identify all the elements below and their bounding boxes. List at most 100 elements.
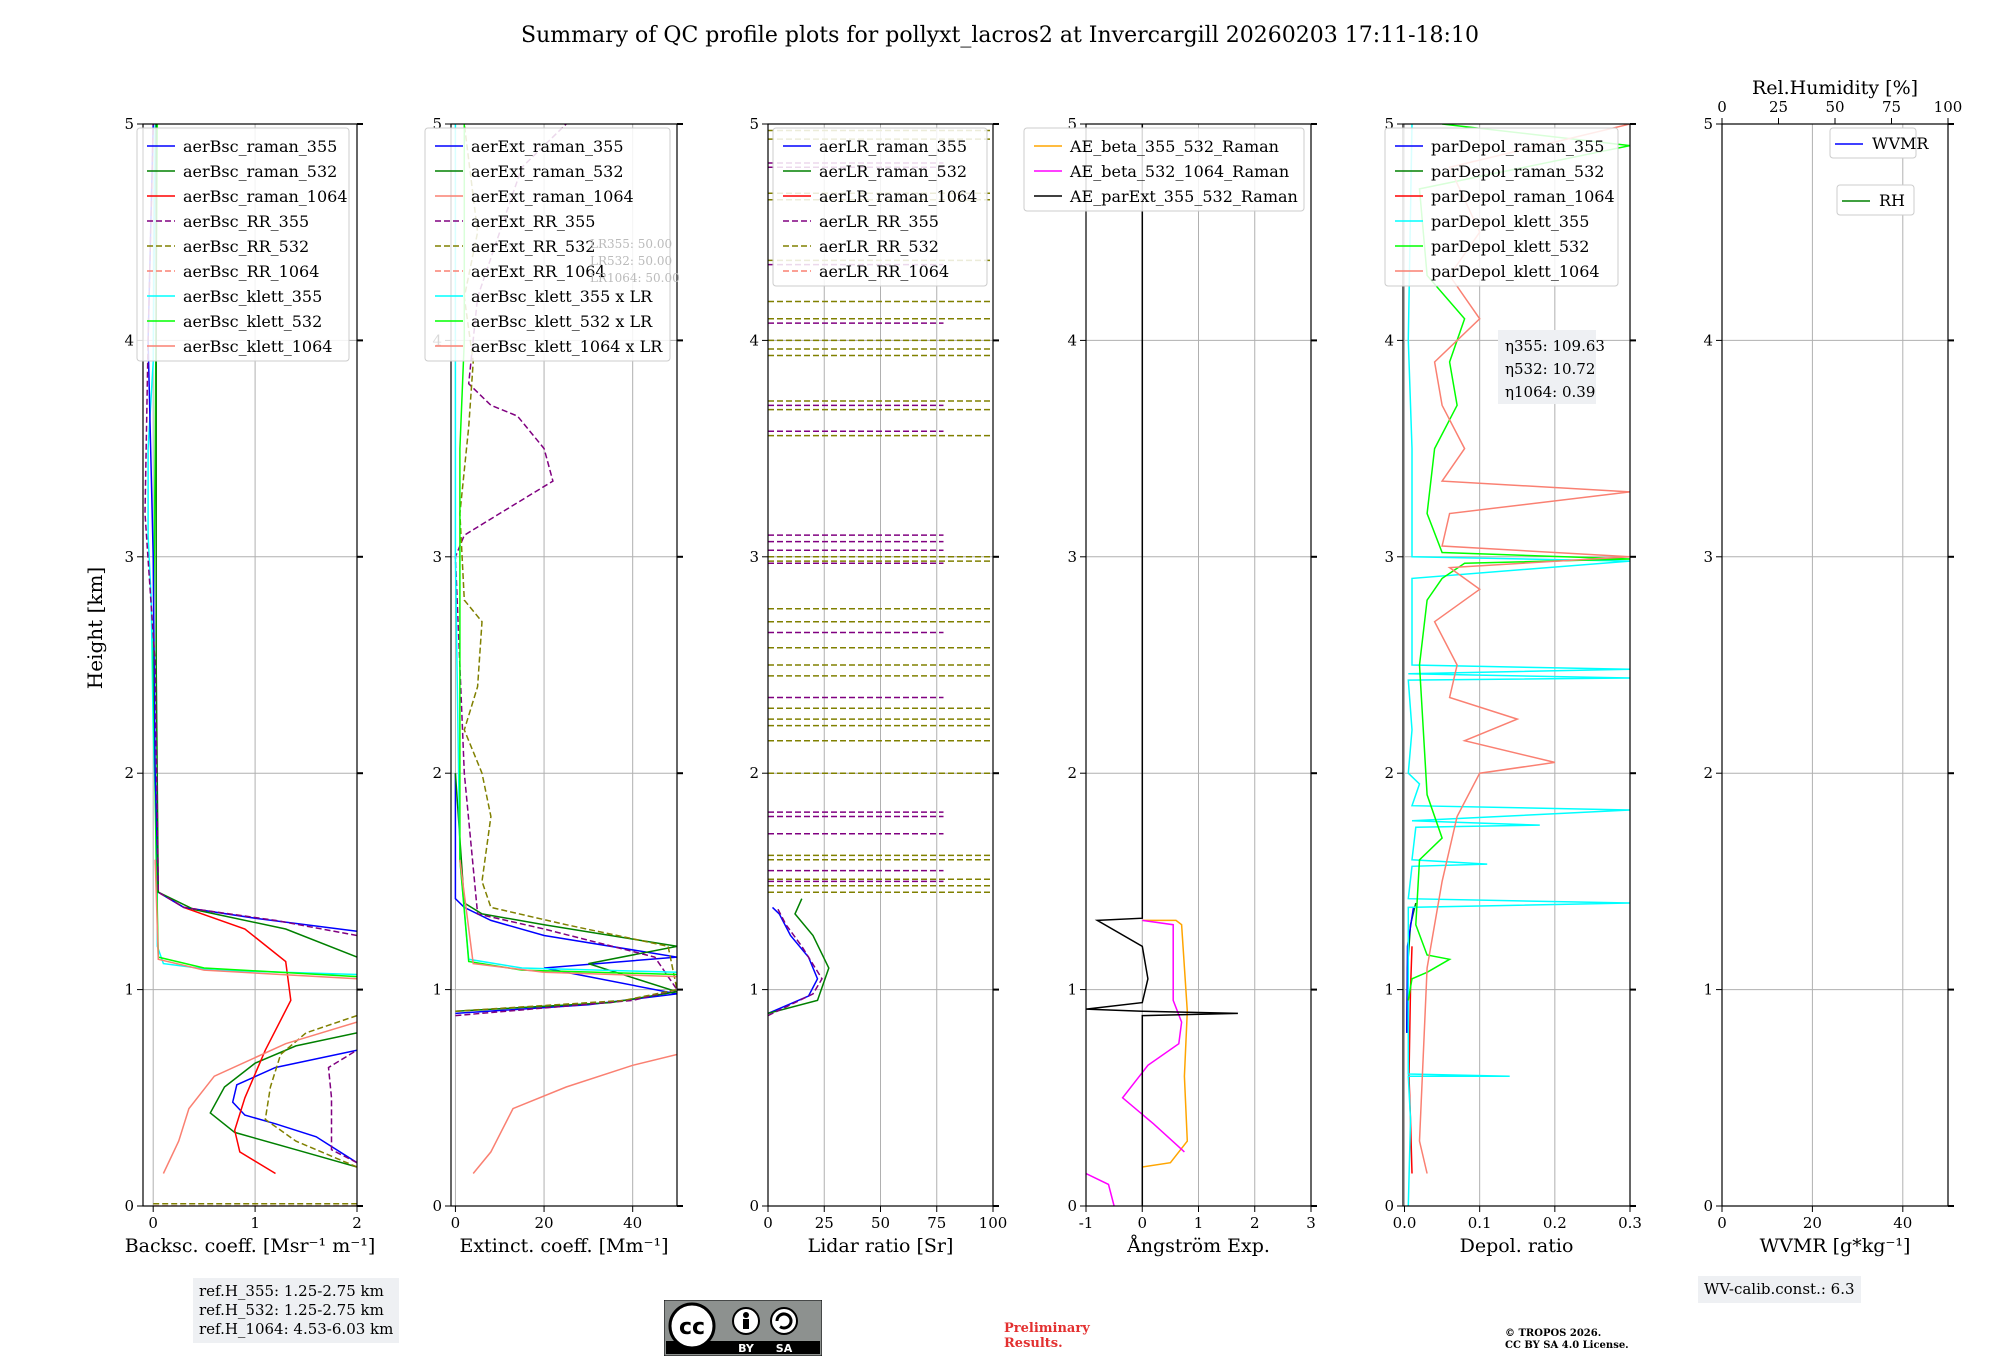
legend: parDepol_raman_355 parDepol_raman_532 parD… [1384, 127, 1619, 287]
panel-extinction: 02040012345Extinct. coeff. [Mm⁻¹]aerExt_… [424, 115, 683, 1257]
x-tick-label: 0.3 [1618, 1214, 1642, 1232]
legend-label: aerExt_raman_355 [471, 137, 624, 156]
x-axis-label: Extinct. coeff. [Mm⁻¹] [459, 1235, 668, 1257]
line-parDepol_klett_532 [1407, 124, 1630, 1001]
legend-label: aerExt_raman_532 [471, 162, 624, 181]
y-tick-label: 2 [1384, 764, 1394, 782]
top-x-tick-label: 50 [1825, 98, 1844, 116]
line-aerLR_RR_355 [768, 907, 823, 1017]
lr-label: LR532: 50.00 [590, 254, 672, 268]
line-aerBsc_klett_1064 x LR [472, 1053, 677, 1174]
axes-frame [142, 123, 358, 1207]
x-tick-label: 2 [352, 1214, 362, 1232]
x-tick-label: 100 [979, 1214, 1008, 1232]
y-tick-label: 3 [1384, 548, 1394, 566]
axes-frame [450, 123, 678, 1207]
copyright-line-2: CC BY SA 4.0 License. [1505, 1340, 1629, 1351]
y-tick-label: 5 [1703, 115, 1713, 133]
y-tick-label: 1 [432, 981, 442, 999]
legend: aerLR_raman_355 aerLR_raman_532 aerLR_rama… [772, 127, 988, 287]
y-tick-label: 5 [432, 115, 442, 133]
eta-box [1498, 330, 1596, 404]
panel-wv: 0 20 40 0 1 2 3 4 5 WVMR [g*kg⁻¹] 0 25 50 75 100 Rel.Hu… [1703, 77, 1962, 1257]
legend-label: RH [1879, 191, 1905, 210]
x-tick-label: 50 [871, 1214, 890, 1232]
legend-label: aerBsc_raman_355 [183, 137, 337, 156]
line-aerBsc_klett_1064_top [154, 859, 357, 980]
y-tick-label: 3 [124, 548, 134, 566]
legend-box [1384, 127, 1619, 287]
y-tick-label: 1 [1703, 981, 1713, 999]
sa-icon [770, 1307, 798, 1335]
line-aerBsc_raman_532 [209, 1032, 357, 1168]
top-x-axis-label: Rel.Humidity [%] [1752, 77, 1918, 99]
y-tick-label: 2 [1067, 764, 1077, 782]
line-AE_parExt_355_532_Raman [1086, 124, 1238, 1206]
legend-label: parDepol_klett_355 [1431, 212, 1589, 231]
ref-height-box: ref.H_355: 1.25-2.75 km ref.H_532: 1.25-… [193, 1278, 400, 1343]
y-tick-label: 5 [124, 115, 134, 133]
panel-lidar_ratio: 0 25 50 75 100 0 1 2 3 4 5 Lidar ratio [Sr] aerLR_ra… [749, 115, 1007, 1257]
by-icon [743, 1312, 749, 1318]
y-tick-label: 2 [1703, 764, 1713, 782]
x-tick-label: 25 [815, 1214, 834, 1232]
x-tick-label: 3 [1306, 1214, 1316, 1232]
y-tick-label: 2 [432, 764, 442, 782]
legend-label: aerBsc_RR_532 [183, 237, 309, 256]
lr-label: LR1064: 50.00 [590, 271, 680, 285]
legend-label: parDepol_raman_355 [1431, 137, 1604, 156]
legend-label: aerBsc_RR_355 [183, 212, 309, 231]
line-AE_beta_532_1064_Raman_b [1121, 919, 1185, 1153]
preliminary-line-2: Results. [1004, 1336, 1063, 1351]
panel-depol: 0.0 0.1 0.2 0.3 0 1 2 3 4 5 Depol. ratio parDepol_r… [1384, 115, 1641, 1257]
y-tick-label: 3 [1703, 548, 1713, 566]
y-tick-label: 1 [1384, 981, 1394, 999]
series-group [1406, 124, 1630, 1206]
cc-license-logo: cc BY SA [664, 1300, 822, 1356]
line-aerLR_raman_532 [768, 898, 830, 1015]
y-tick-label: 1 [124, 981, 134, 999]
y-tick-label: 5 [749, 115, 759, 133]
x-tick-label: 40 [623, 1214, 642, 1232]
line-aerExt_raman_532 [454, 773, 677, 1012]
x-tick-label: 0.0 [1393, 1214, 1417, 1232]
series-group [144, 124, 357, 1206]
y-tick-label: 0 [749, 1197, 759, 1215]
copyright-note: © TROPOS 2026. CC BY SA 4.0 License. [1505, 1328, 1629, 1352]
wv-calib-box: WV-calib.const.: 6.3 [1698, 1276, 1861, 1303]
legend-label: aerBsc_klett_1064 [183, 337, 332, 356]
legend-box [1023, 127, 1305, 212]
ref-height-1064: ref.H_1064: 4.53-6.03 km [199, 1320, 394, 1338]
legend-label: aerExt_RR_532 [471, 237, 595, 256]
x-tick-label: 0 [1717, 1214, 1727, 1232]
legend-label: aerLR_raman_532 [819, 162, 967, 181]
y-tick-label: 5 [1067, 115, 1077, 133]
line-parDepol_klett_355 [1407, 124, 1630, 1206]
legend-label: parDepol_klett_1064 [1431, 262, 1600, 281]
x-tick-label: 2 [1250, 1214, 1260, 1232]
legend-label: aerBsc_RR_1064 [183, 262, 319, 281]
y-tick-label: 0 [432, 1197, 442, 1215]
x-tick-label: 1 [1194, 1214, 1204, 1232]
legend-box [1829, 127, 1917, 159]
line-aerBsc_raman_355 [231, 1049, 357, 1164]
x-axis-label: Ångström Exp. [1126, 1235, 1270, 1257]
legend-label: aerExt_raman_1064 [471, 187, 634, 206]
legend-rh: RH [1836, 184, 1915, 216]
cc-mark: cc [679, 1315, 705, 1340]
eta-label: η532: 10.72 [1505, 360, 1595, 378]
x-tick-label: 0.1 [1468, 1214, 1492, 1232]
y-tick-label: 3 [1067, 548, 1077, 566]
top-x-tick-label: 100 [1934, 98, 1963, 116]
top-x-tick-label: 75 [1882, 98, 1901, 116]
legend-label: AE_beta_355_532_Raman [1069, 137, 1279, 156]
y-tick-label: 2 [124, 764, 134, 782]
x-axis-label: Depol. ratio [1460, 1235, 1574, 1257]
line-aerBsc_RR_532b [264, 1014, 357, 1168]
legend-label: AE_parExt_355_532_Raman [1069, 187, 1298, 206]
y-tick-label: 4 [124, 331, 134, 349]
legend: AE_beta_355_532_Raman AE_beta_532_1064_Ra… [1023, 127, 1305, 212]
ref-height-532: ref.H_532: 1.25-2.75 km [199, 1301, 384, 1319]
